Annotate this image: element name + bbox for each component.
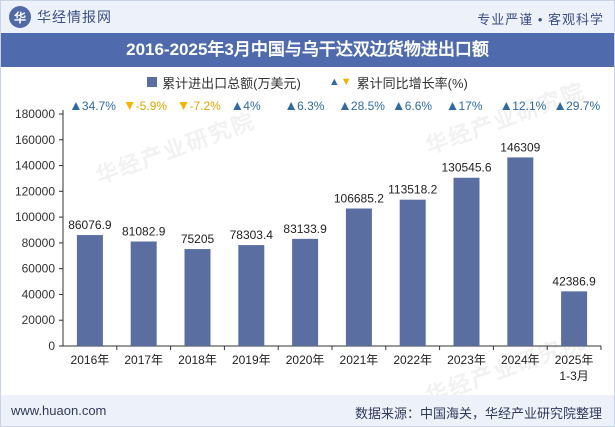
data-label: 146309 [500, 140, 540, 154]
x-tick-label: 2021年 [340, 353, 379, 367]
growth-up-triangle-icon [233, 102, 242, 110]
x-tick-label: 2019年 [232, 353, 271, 367]
bar [238, 245, 265, 346]
x-tick-label: 2020年 [286, 353, 325, 367]
x-tick-label: 2018年 [178, 353, 217, 367]
chart-title: 2016-2025年3月中国与乌干达双边货物进出口额 [126, 40, 489, 59]
data-label: 130545.6 [441, 161, 491, 175]
legend-label-total: 累计进出口总额(万美元) [162, 75, 301, 91]
y-tick-label: 140000 [15, 159, 55, 173]
growth-rate-label: 6.3% [297, 99, 325, 113]
growth-up-triangle-icon [71, 102, 80, 110]
data-label: 86076.9 [68, 218, 112, 232]
y-tick-label: 120000 [15, 184, 55, 198]
legend-label-growth: 累计同比增长率(%) [356, 75, 468, 91]
brand[interactable]: 华 华经情报网 [9, 6, 112, 28]
footer-website[interactable]: www.huaon.com [11, 403, 107, 418]
data-label: 113518.2 [388, 183, 437, 197]
bar [345, 208, 372, 346]
legend-swatch-bar [147, 77, 158, 87]
growth-rate-label: 17% [459, 99, 483, 113]
x-tick-label: 2022年 [393, 353, 432, 367]
down-triangle-icon: ▼ [340, 76, 352, 88]
bar [399, 199, 426, 346]
y-tick-label: 180000 [15, 107, 55, 121]
growth-down-triangle-icon [125, 102, 134, 110]
legend: 累计进出口总额(万美元) ▲ ▼ 累计同比增长率(%) [1, 72, 614, 92]
tagline: 专业严谨 • 客观科学 [477, 12, 604, 27]
bar [76, 235, 103, 346]
footer-source: 数据来源：中国海关，华经产业研究院整理 [354, 406, 602, 421]
bar [130, 241, 157, 346]
brand-logo-icon: 华 [9, 6, 31, 28]
data-label: 81082.9 [122, 224, 166, 238]
x-tick-label: 2024年 [501, 353, 540, 367]
growth-rate-label: 29.7% [566, 99, 600, 113]
data-label: 83133.9 [283, 222, 327, 236]
x-tick-label: 2017年 [124, 353, 163, 367]
bar [561, 291, 588, 346]
growth-up-triangle-icon [340, 102, 349, 110]
y-tick-label: 160000 [15, 133, 55, 147]
growth-rate-label: 4% [243, 99, 261, 113]
growth-up-triangle-icon [556, 102, 565, 110]
brand-name: 华经情报网 [37, 9, 112, 25]
data-label: 106685.2 [334, 191, 384, 205]
top-bar: 华 华经情报网 专业严谨 • 客观科学 [1, 1, 614, 33]
title-bar: 2016-2025年3月中国与乌干达双边货物进出口额 [1, 33, 614, 67]
y-tick-label: 0 [48, 339, 55, 353]
bar [292, 238, 319, 346]
data-label: 78303.4 [230, 228, 274, 242]
y-tick-label: 60000 [22, 262, 56, 276]
growth-rate-label: 28.5% [351, 99, 385, 113]
y-tick-label: 20000 [22, 313, 56, 327]
data-label: 42386.9 [552, 274, 596, 288]
growth-rate-label: 12.1% [512, 99, 546, 113]
legend-triangle-icon: ▲ ▼ [329, 76, 352, 88]
bar [184, 249, 211, 346]
bar-chart: 0 20000 40000 60000 80000 100000 120000 140000 1… [15, 99, 602, 383]
y-tick-label: 100000 [15, 210, 55, 224]
up-triangle-icon: ▲ [328, 76, 340, 88]
growth-up-triangle-icon [394, 102, 403, 110]
growth-up-triangle-icon [502, 102, 511, 110]
y-tick-label: 80000 [22, 236, 56, 250]
footer: www.huaon.com 数据来源：中国海关，华经产业研究院整理 [1, 395, 614, 426]
growth-rate-label: 34.7% [82, 99, 116, 113]
growth-rate-label: -7.2% [190, 99, 222, 113]
x-tick-label-line2: 1-3月 [559, 369, 588, 383]
bar [453, 177, 480, 346]
growth-rate-label: 6.6% [405, 99, 433, 113]
bar [507, 157, 534, 346]
growth-up-triangle-icon [287, 102, 296, 110]
data-label: 75205 [181, 232, 215, 246]
x-tick-label: 2023年 [447, 353, 486, 367]
legend-item-growth: ▲ ▼ 累计同比增长率(%) [329, 72, 468, 92]
x-tick-label: 2025年 [555, 353, 594, 367]
y-tick-label: 40000 [22, 287, 56, 301]
x-tick-label: 2016年 [71, 353, 110, 367]
growth-rate-label: -5.9% [136, 99, 168, 113]
legend-item-total: 累计进出口总额(万美元) [147, 72, 301, 92]
growth-down-triangle-icon [179, 102, 188, 110]
growth-up-triangle-icon [448, 102, 457, 110]
